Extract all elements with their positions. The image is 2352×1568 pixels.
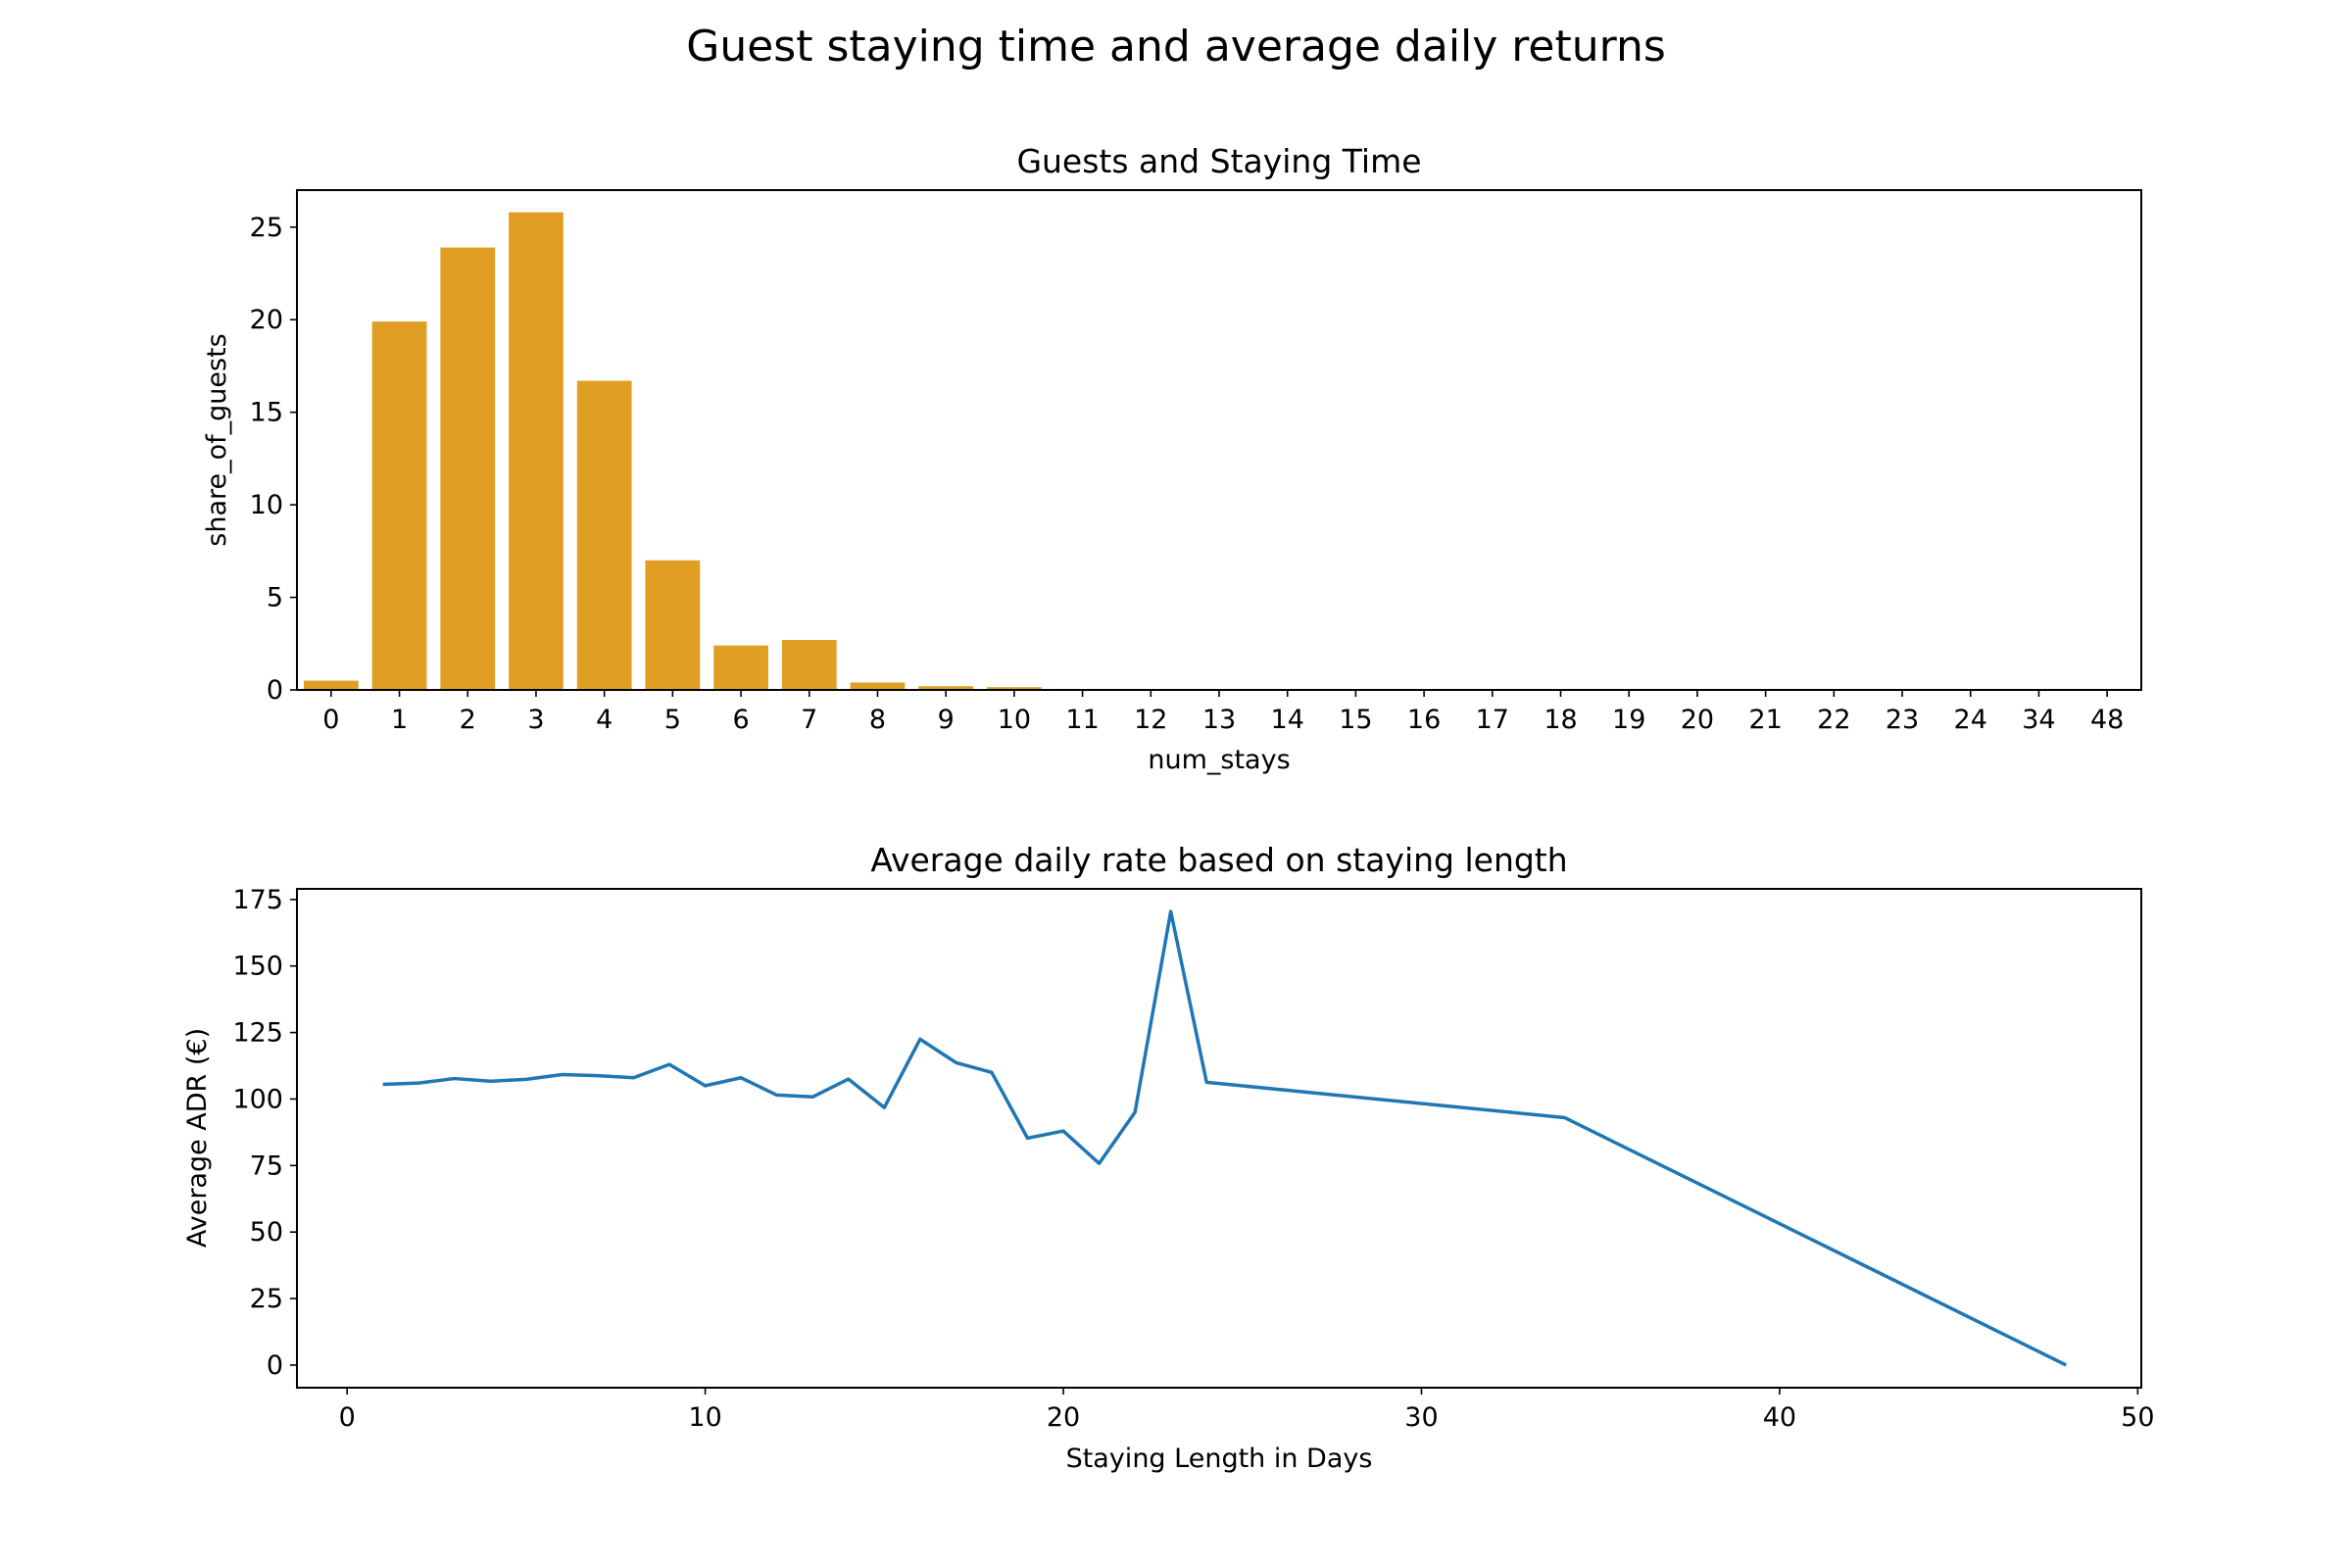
x-tick-label: 24	[1954, 705, 1987, 735]
adr-line-series	[382, 909, 2068, 1367]
bar	[303, 680, 359, 690]
y-tick-label: 0	[267, 1350, 283, 1381]
y-tick-label: 175	[232, 885, 283, 915]
x-tick-label: 40	[1763, 1402, 1796, 1433]
x-tick-label: 12	[1134, 705, 1167, 735]
x-tick-label: 18	[1544, 705, 1577, 735]
x-tick-label: 19	[1612, 705, 1645, 735]
x-tick-label: 30	[1404, 1402, 1438, 1433]
y-tick-label: 25	[250, 1284, 283, 1314]
x-tick-label: 20	[1681, 705, 1714, 735]
y-tick-label: 125	[232, 1018, 283, 1049]
line-x-axis-label: Staying Length in Days	[1066, 1444, 1373, 1474]
x-tick-label: 7	[801, 705, 817, 735]
bar	[576, 380, 632, 690]
y-tick-label: 15	[250, 398, 283, 428]
x-tick-label: 5	[664, 705, 681, 735]
x-tick-label: 48	[2090, 705, 2124, 735]
y-tick-label: 100	[232, 1084, 283, 1114]
x-tick-label: 9	[938, 705, 955, 735]
y-tick-label: 25	[250, 213, 283, 243]
x-tick-label: 17	[1476, 705, 1509, 735]
bar	[509, 212, 564, 690]
x-tick-label: 16	[1407, 705, 1441, 735]
x-tick-label: 6	[732, 705, 749, 735]
y-tick-label: 10	[250, 490, 283, 520]
x-tick-label: 10	[688, 1402, 721, 1433]
x-tick-label: 0	[322, 705, 339, 735]
bar-x-axis-label: num_stays	[1148, 745, 1290, 775]
bar	[918, 686, 974, 690]
x-tick-label: 22	[1817, 705, 1850, 735]
bar-y-axis: 0 5 10 15 20 25	[250, 213, 297, 706]
bar	[781, 640, 837, 690]
x-tick-label: 0	[339, 1402, 356, 1433]
line-chart: Average daily rate based on staying leng…	[182, 841, 2155, 1474]
y-tick-label: 50	[250, 1217, 283, 1248]
y-tick-label: 150	[232, 952, 283, 982]
x-tick-label: 2	[460, 705, 476, 735]
x-tick-label: 15	[1339, 705, 1372, 735]
x-tick-label: 14	[1271, 705, 1304, 735]
line-plot-frame	[296, 888, 2142, 1389]
x-tick-label: 11	[1065, 705, 1099, 735]
x-tick-label: 10	[998, 705, 1031, 735]
x-tick-label: 8	[869, 705, 886, 735]
x-tick-label: 21	[1748, 705, 1782, 735]
y-tick-label: 0	[267, 675, 283, 706]
x-tick-label: 3	[527, 705, 544, 735]
y-tick-label: 20	[250, 305, 283, 335]
bar	[440, 247, 496, 691]
line-x-axis: 0 10 20 30 40 50	[339, 1388, 2155, 1433]
x-tick-label: 20	[1047, 1402, 1080, 1433]
bar	[987, 687, 1042, 690]
x-tick-label: 4	[596, 705, 612, 735]
bar-series	[303, 212, 2135, 691]
bar	[371, 321, 427, 690]
x-tick-label: 23	[1886, 705, 1919, 735]
bar-chart-title: Guests and Staying Time	[1016, 142, 1421, 180]
y-tick-label: 5	[267, 583, 283, 613]
x-tick-label: 50	[2121, 1402, 2154, 1433]
bar-plot-frame	[296, 189, 2142, 691]
bar-y-axis-label: share_of_guests	[202, 333, 232, 546]
bar	[850, 682, 906, 690]
bar-x-axis: 0 1 2 3 4 5 6 7 8 9 10 11 12 13 14 15 16 17 18 19 20 21 22 23 24…	[322, 690, 2124, 735]
x-tick-label: 34	[2022, 705, 2055, 735]
x-tick-label: 13	[1202, 705, 1236, 735]
line-y-axis-label: Average ADR (€)	[182, 1028, 213, 1248]
line-chart-title: Average daily rate based on staying leng…	[870, 841, 1567, 879]
line-y-axis: 0 25 50 75 100 125 150 175	[232, 885, 297, 1381]
y-tick-label: 75	[250, 1151, 283, 1181]
bar	[713, 645, 768, 690]
x-tick-label: 1	[391, 705, 408, 735]
figure-title: Guest staying time and average daily ret…	[686, 22, 1666, 72]
bar	[645, 560, 701, 690]
